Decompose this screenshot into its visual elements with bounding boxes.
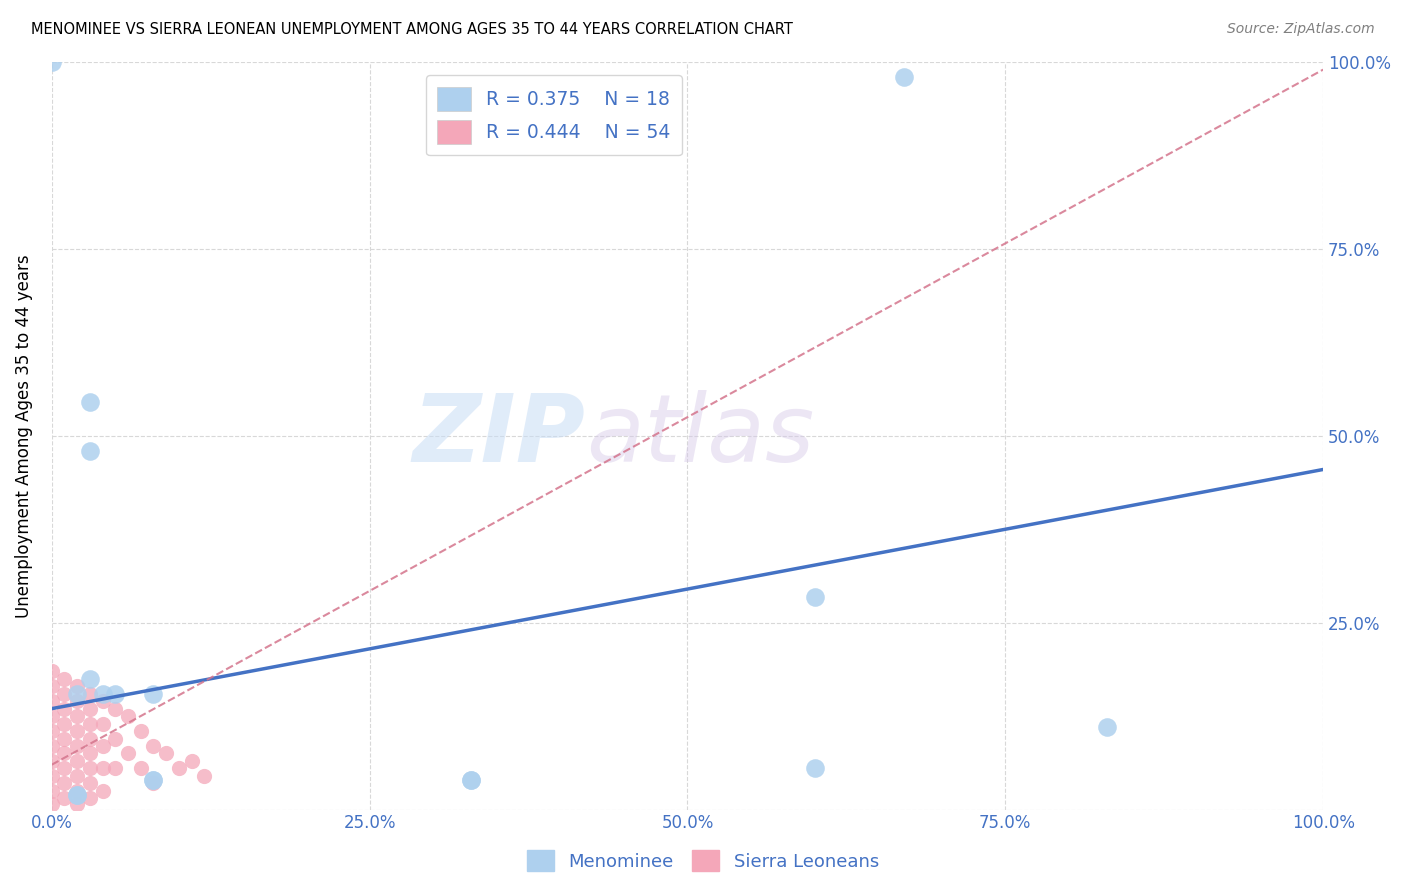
Point — [53, 776, 76, 790]
Point — [41, 784, 63, 798]
Point — [41, 769, 63, 783]
Point — [142, 739, 165, 753]
Legend: Menominee, Sierra Leoneans: Menominee, Sierra Leoneans — [520, 843, 886, 879]
Point — [460, 772, 482, 787]
Point — [1095, 720, 1118, 734]
Point — [79, 687, 101, 701]
Point — [66, 797, 89, 811]
Point — [104, 687, 127, 701]
Point — [66, 709, 89, 723]
Point — [66, 788, 89, 802]
Point — [104, 701, 127, 715]
Point — [53, 761, 76, 775]
Point — [41, 694, 63, 708]
Point — [66, 769, 89, 783]
Point — [79, 443, 101, 458]
Point — [803, 590, 825, 604]
Point — [117, 747, 139, 761]
Point — [155, 747, 177, 761]
Point — [91, 687, 114, 701]
Text: MENOMINEE VS SIERRA LEONEAN UNEMPLOYMENT AMONG AGES 35 TO 44 YEARS CORRELATION C: MENOMINEE VS SIERRA LEONEAN UNEMPLOYMENT… — [31, 22, 793, 37]
Point — [41, 724, 63, 739]
Point — [91, 784, 114, 798]
Point — [79, 791, 101, 805]
Point — [41, 754, 63, 768]
Point — [193, 769, 215, 783]
Point — [104, 761, 127, 775]
Point — [142, 772, 165, 787]
Point — [53, 687, 76, 701]
Point — [104, 731, 127, 746]
Point — [53, 672, 76, 686]
Point — [893, 70, 915, 84]
Legend: R = 0.375    N = 18, R = 0.444    N = 54: R = 0.375 N = 18, R = 0.444 N = 54 — [426, 75, 682, 155]
Point — [66, 739, 89, 753]
Point — [79, 395, 101, 409]
Point — [41, 739, 63, 753]
Point — [129, 724, 152, 739]
Point — [66, 679, 89, 693]
Point — [66, 694, 89, 708]
Point — [79, 672, 101, 686]
Point — [79, 747, 101, 761]
Point — [66, 687, 89, 701]
Point — [53, 791, 76, 805]
Point — [142, 687, 165, 701]
Point — [79, 761, 101, 775]
Y-axis label: Unemployment Among Ages 35 to 44 years: Unemployment Among Ages 35 to 44 years — [15, 254, 32, 617]
Point — [41, 55, 63, 70]
Text: ZIP: ZIP — [413, 390, 586, 482]
Point — [41, 665, 63, 679]
Point — [91, 694, 114, 708]
Point — [180, 754, 202, 768]
Point — [803, 761, 825, 775]
Point — [53, 747, 76, 761]
Point — [66, 754, 89, 768]
Point — [66, 784, 89, 798]
Point — [41, 679, 63, 693]
Point — [91, 739, 114, 753]
Point — [41, 797, 63, 811]
Point — [41, 709, 63, 723]
Point — [460, 772, 482, 787]
Point — [142, 772, 165, 787]
Text: atlas: atlas — [586, 391, 814, 482]
Point — [79, 731, 101, 746]
Point — [79, 701, 101, 715]
Point — [91, 716, 114, 731]
Point — [79, 716, 101, 731]
Point — [53, 731, 76, 746]
Point — [142, 776, 165, 790]
Point — [66, 788, 89, 802]
Point — [167, 761, 190, 775]
Point — [53, 701, 76, 715]
Text: Source: ZipAtlas.com: Source: ZipAtlas.com — [1227, 22, 1375, 37]
Point — [91, 761, 114, 775]
Point — [79, 776, 101, 790]
Point — [66, 724, 89, 739]
Point — [129, 761, 152, 775]
Point — [117, 709, 139, 723]
Point — [53, 716, 76, 731]
